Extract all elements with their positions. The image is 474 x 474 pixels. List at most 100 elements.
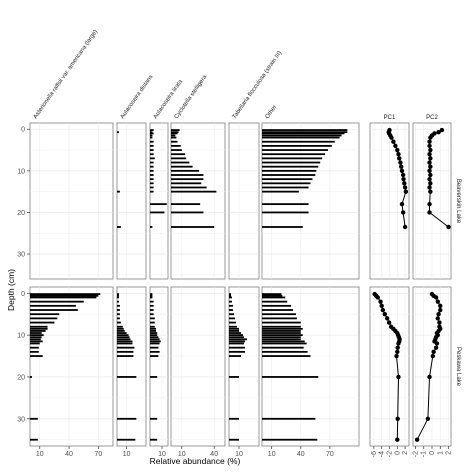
point-peskawa-pc1 bbox=[395, 437, 400, 442]
depth-tick-label: 30 bbox=[17, 252, 25, 259]
point-peskawa-pc2 bbox=[414, 437, 420, 442]
bar-peskawa-asterionella-ralfsii-var-americana-large bbox=[30, 342, 40, 345]
pc-tick-label: 2 bbox=[402, 451, 409, 455]
bar-beaverskin-aulacoseira-lirata bbox=[150, 165, 154, 168]
abundance-tick-label: 10 bbox=[178, 451, 186, 458]
bar-beaverskin-cyclotella-stelligera bbox=[171, 131, 179, 134]
point-peskawa-pc2 bbox=[427, 374, 432, 380]
bar-peskawa-aulacoseira-lirata bbox=[150, 332, 158, 334]
bar-beaverskin-other bbox=[262, 226, 303, 228]
bar-peskawa-aulacoseira-distans bbox=[117, 327, 124, 330]
bar-peskawa-asterionella-ralfsii-var-americana-large bbox=[30, 330, 46, 332]
bar-beaverskin-cyclotella-stelligera bbox=[171, 182, 202, 185]
bar-peskawa-other bbox=[262, 309, 294, 311]
point-beaverskin-pc2 bbox=[427, 210, 432, 215]
bar-beaverskin-aulacoseira-distans bbox=[117, 226, 121, 228]
bar-peskawa-aulacoseira-distans bbox=[117, 336, 130, 339]
panel-peskawa-taxon-3 bbox=[170, 286, 226, 447]
bar-peskawa-aulacoseira-distans bbox=[117, 342, 133, 345]
abundance-tick-label: 40 bbox=[210, 451, 218, 458]
bar-peskawa-aulacoseira-lirata bbox=[150, 417, 158, 420]
bar-peskawa-tabellaria-flocculosa-strain-iii bbox=[229, 321, 236, 324]
point-peskawa-pc2 bbox=[438, 307, 443, 313]
bar-peskawa-other bbox=[262, 327, 303, 330]
point-beaverskin-pc2 bbox=[427, 185, 432, 190]
point-peskawa-pc1 bbox=[378, 299, 383, 304]
bar-peskawa-aulacoseira-distans bbox=[117, 309, 120, 311]
pc-tick-label: -4 bbox=[379, 451, 386, 457]
pc-label-pc1: PC1 bbox=[384, 115, 396, 121]
bar-peskawa-aulacoseira-distans bbox=[117, 334, 129, 337]
bar-peskawa-tabellaria-flocculosa-strain-iii bbox=[229, 376, 239, 378]
point-peskawa-pc1 bbox=[396, 374, 401, 380]
bar-peskawa-aulacoseira-lirata bbox=[150, 327, 156, 330]
bar-peskawa-aulacoseira-distans bbox=[117, 317, 120, 320]
abundance-tick-label: 40 bbox=[297, 451, 305, 458]
bar-peskawa-asterionella-ralfsii-var-americana-large bbox=[30, 350, 39, 353]
bar-peskawa-other bbox=[262, 296, 286, 299]
point-beaverskin-pc1 bbox=[397, 156, 402, 161]
bar-beaverskin-cyclotella-stelligera bbox=[171, 211, 204, 214]
point-beaverskin-pc2 bbox=[427, 143, 432, 149]
bar-beaverskin-cyclotella-stelligera bbox=[171, 169, 200, 172]
abundance-tick-label: 10 bbox=[123, 451, 131, 458]
bar-beaverskin-aulacoseira-lirata bbox=[150, 190, 154, 193]
bar-peskawa-tabellaria-flocculosa-strain-iii bbox=[229, 350, 245, 353]
bar-peskawa-aulacoseira-distans bbox=[117, 313, 120, 316]
bar-peskawa-asterionella-ralfsii-var-americana-large bbox=[30, 336, 42, 339]
bar-beaverskin-other bbox=[262, 149, 328, 151]
bar-peskawa-asterionella-ralfsii-var-americana-large bbox=[30, 346, 39, 349]
bar-beaverskin-cyclotella-stelligera bbox=[171, 226, 215, 228]
bar-peskawa-other bbox=[262, 438, 318, 441]
bar-beaverskin-aulacoseira-lirata bbox=[150, 140, 154, 143]
point-beaverskin-pc1 bbox=[401, 176, 406, 182]
bar-peskawa-aulacoseira-distans bbox=[117, 438, 136, 441]
bar-peskawa-other bbox=[262, 336, 301, 339]
abundance-tick-label: 40 bbox=[65, 451, 73, 458]
bar-peskawa-aulacoseira-lirata bbox=[150, 376, 158, 378]
panel-beaverskin-taxon-0 bbox=[29, 122, 114, 280]
bar-beaverskin-aulacoseira-lirata bbox=[150, 226, 153, 228]
point-beaverskin-pc2 bbox=[428, 164, 433, 169]
point-beaverskin-pc1 bbox=[393, 143, 398, 149]
point-beaverskin-pc1 bbox=[399, 168, 405, 174]
lake-label-peskawa: Peskawa Lake bbox=[455, 347, 461, 387]
pc-tick-label: -2 bbox=[387, 451, 394, 457]
bar-beaverskin-other bbox=[262, 190, 299, 193]
point-peskawa-pc2 bbox=[435, 316, 440, 321]
depth-tick-label: 20 bbox=[17, 210, 25, 217]
bar-peskawa-tabellaria-flocculosa-strain-iii bbox=[229, 332, 241, 334]
point-peskawa-pc2 bbox=[433, 345, 439, 350]
bar-peskawa-other bbox=[262, 294, 283, 297]
bar-peskawa-tabellaria-flocculosa-strain-iii bbox=[229, 342, 244, 345]
point-peskawa-pc2 bbox=[437, 320, 442, 325]
bar-beaverskin-other bbox=[262, 211, 309, 214]
bar-beaverskin-aulacoseira-lirata bbox=[150, 211, 165, 214]
bar-beaverskin-cyclotella-stelligera bbox=[171, 153, 186, 156]
bar-peskawa-other bbox=[262, 304, 292, 307]
point-peskawa-pc2 bbox=[431, 349, 436, 355]
bar-peskawa-aulacoseira-distans bbox=[117, 350, 134, 353]
bar-peskawa-aulacoseira-lirata bbox=[150, 342, 160, 345]
bar-peskawa-tabellaria-flocculosa-strain-iii bbox=[229, 327, 239, 330]
point-beaverskin-pc2 bbox=[439, 127, 445, 133]
bar-peskawa-aulacoseira-lirata bbox=[150, 309, 154, 311]
point-peskawa-pc2 bbox=[425, 416, 431, 422]
point-beaverskin-pc2 bbox=[428, 135, 433, 140]
bar-peskawa-other bbox=[262, 338, 301, 341]
point-peskawa-pc2 bbox=[435, 299, 440, 304]
depth-tick-label: 30 bbox=[17, 416, 25, 423]
bar-peskawa-aulacoseira-distans bbox=[117, 417, 137, 420]
depth-tick-label: 0 bbox=[21, 291, 25, 298]
bar-peskawa-tabellaria-flocculosa-strain-iii bbox=[229, 346, 245, 349]
point-beaverskin-pc1 bbox=[402, 224, 408, 230]
bar-beaverskin-aulacoseira-lirata bbox=[150, 144, 154, 147]
bar-beaverskin-cyclotella-stelligera bbox=[171, 134, 176, 137]
bar-peskawa-tabellaria-flocculosa-strain-iii bbox=[229, 438, 239, 441]
bar-peskawa-asterionella-ralfsii-var-americana-large bbox=[30, 304, 76, 307]
point-peskawa-pc2 bbox=[438, 303, 443, 309]
bar-beaverskin-aulacoseira-lirata bbox=[150, 149, 154, 151]
point-beaverskin-pc2 bbox=[428, 172, 433, 178]
bar-beaverskin-aulacoseira-lirata bbox=[150, 131, 153, 134]
bar-beaverskin-aulacoseira-lirata bbox=[150, 132, 154, 135]
